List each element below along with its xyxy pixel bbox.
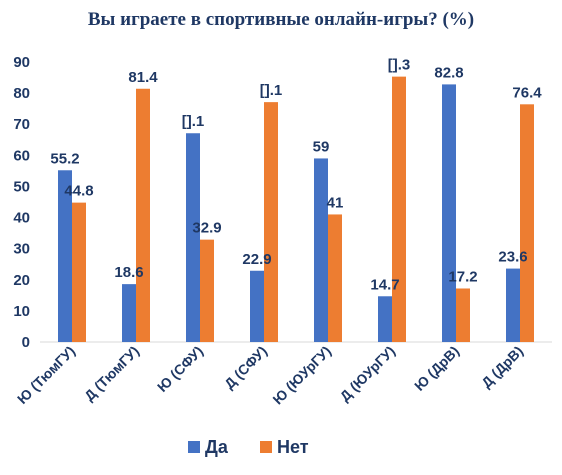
y-tick-label: 30 [13,241,30,258]
bars-group [58,76,534,343]
y-tick-label: 70 [13,116,30,133]
bar-no [264,102,278,342]
legend-label-yes: Да [205,437,229,457]
data-label-yes: 82.8 [434,64,463,81]
chart-title: Вы играете в спортивные онлайн-игры? (%) [88,9,474,30]
data-label-yes: 55.2 [50,150,79,167]
bar-no [136,88,150,342]
x-category-label: Д (ТюмГУ) [81,343,142,404]
bar-yes [122,284,136,342]
bar-yes [58,170,72,342]
legend-label-no: Нет [277,437,309,457]
x-category-label: Д (СФУ) [221,343,270,392]
data-label-no: 17.2 [448,268,477,285]
data-label-yes: 14.7 [370,276,399,293]
y-tick-label: 90 [13,54,30,71]
y-tick-label: 10 [13,303,30,320]
bar-no [392,76,406,342]
bar-yes [378,296,392,342]
bar-yes [442,84,456,343]
bar-no [200,239,214,342]
y-axis: 0 10 20 30 40 50 60 70 80 90 [13,54,30,351]
bar-yes [314,158,328,342]
data-label-no: [].1 [260,82,283,99]
data-label-no: [].3 [388,57,411,74]
bar-yes [506,268,520,342]
data-label-yes: 59 [313,138,330,155]
bar-no [456,288,470,342]
data-label-yes: 22.9 [242,251,271,268]
y-tick-label: 40 [13,210,30,227]
data-label-no: 44.8 [64,183,93,200]
bar-no [328,214,342,342]
legend-swatch-yes [188,441,200,453]
x-category-label: Ю (СФУ) [154,343,206,395]
y-tick-label: 20 [13,272,30,289]
data-label-no: 81.4 [128,69,158,86]
bar-no [520,104,534,342]
y-tick-label: 50 [13,178,30,195]
data-label-no: 41 [327,194,344,211]
bar-yes [186,133,200,342]
data-label-yes: [].1 [182,113,205,130]
data-label-yes: 18.6 [114,264,143,281]
data-label-no: 76.4 [512,84,542,101]
bar-yes [250,270,264,342]
legend-swatch-no [260,441,272,453]
bar-no [72,202,86,342]
data-label-yes: 23.6 [498,249,527,266]
x-category-label: Д (ЮУрГУ) [337,343,399,405]
legend: Да Нет [188,437,309,457]
x-category-label: Ю (ДрВ) [411,343,462,394]
x-category-label: Ю (ТюмГУ) [14,343,78,407]
x-axis-labels: Ю (ТюмГУ) Д (ТюмГУ) Ю (СФУ) Д (СФУ) Ю (ЮУрГУ… [14,343,526,408]
y-tick-label: 60 [13,147,30,164]
x-category-label: Д (ДрВ) [478,343,526,391]
y-tick-label: 0 [22,334,30,351]
data-labels-group: 55.2 44.8 18.6 81.4 [].1 32.9 22.9 [].1 59 41 14.7… [50,57,542,294]
x-category-label: Ю (ЮУрГУ) [269,343,334,408]
y-tick-label: 80 [13,85,30,102]
data-label-no: 32.9 [192,220,221,237]
